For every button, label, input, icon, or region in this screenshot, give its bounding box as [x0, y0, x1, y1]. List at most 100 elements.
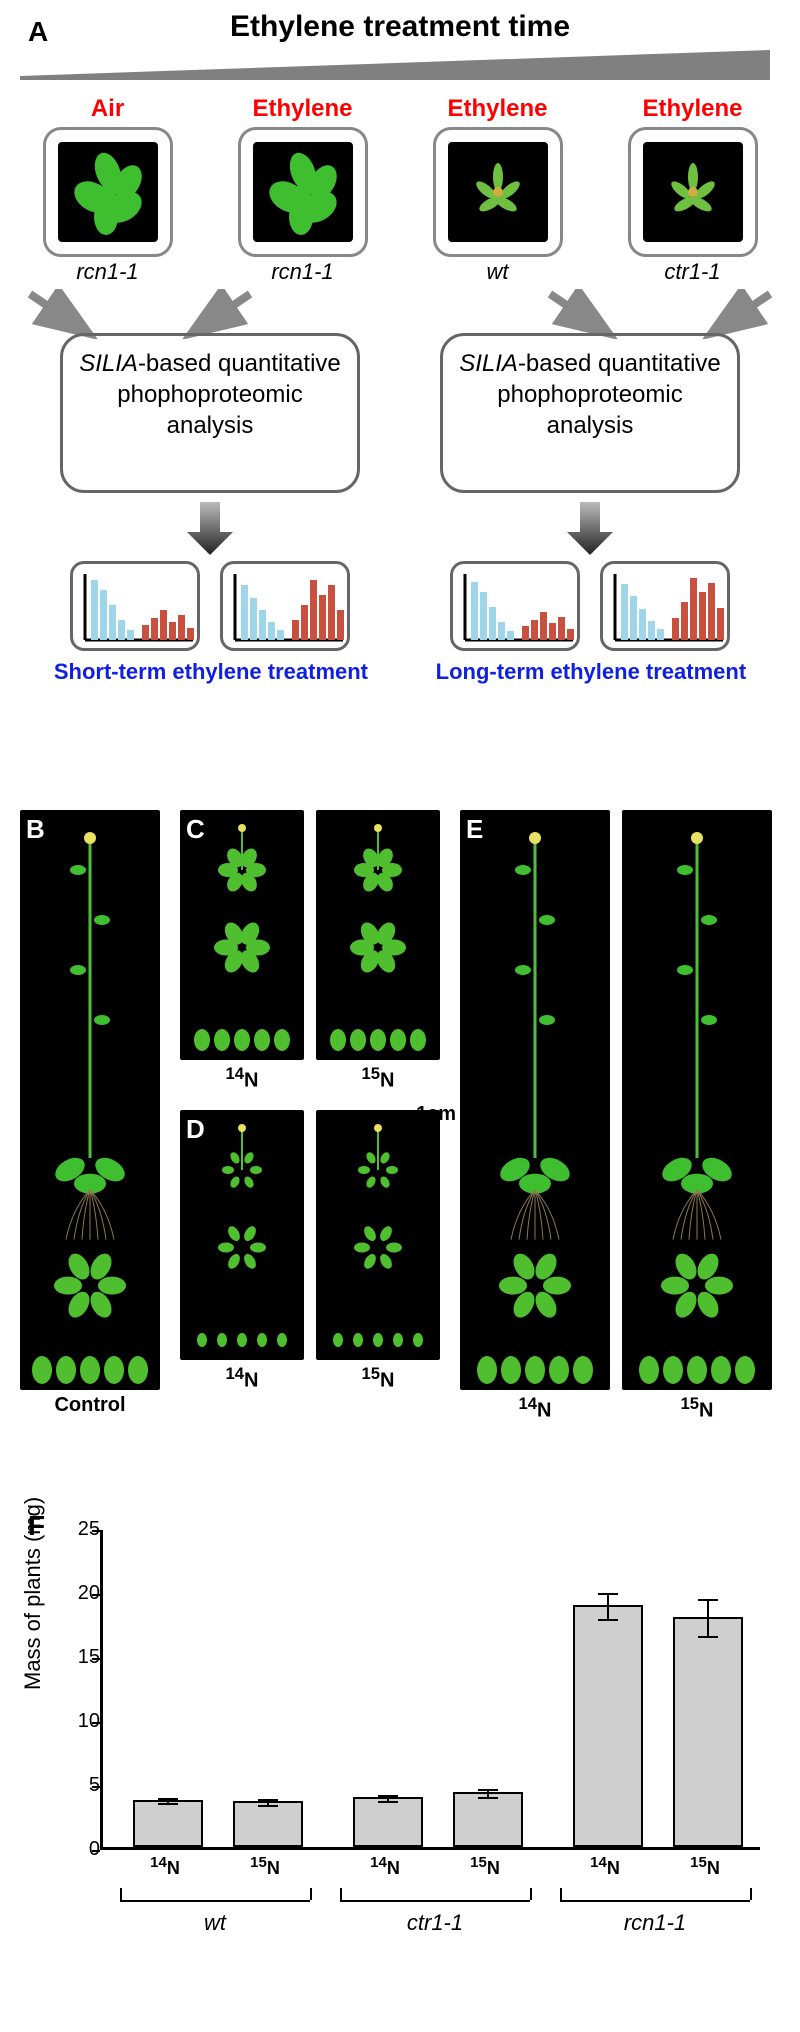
panel-d: D 14N 15N	[180, 1110, 440, 1393]
panel-a-title: Ethylene treatment time	[20, 10, 780, 44]
panel-e: E 14N 15N	[460, 810, 780, 1423]
ytick-mark	[92, 1594, 100, 1596]
mini-chart-icon	[609, 570, 727, 646]
term-label-long: Long-term ethylene treatment	[436, 659, 747, 685]
result-pair-left	[70, 561, 350, 651]
time-wedge-icon	[20, 50, 770, 80]
plant-tile	[238, 127, 368, 257]
analysis-row: SILIA-based quantitative phophoproteomic…	[20, 333, 780, 493]
condition-label: Air	[33, 95, 183, 123]
panel-b-under: Control	[20, 1394, 160, 1417]
group-bracket	[560, 1900, 750, 1902]
arrow-down-icon	[565, 497, 615, 557]
panel-d-photo-15n	[316, 1110, 440, 1360]
rosette-icon	[58, 142, 158, 242]
group-label: ctr1-1	[385, 1910, 485, 1936]
plant-thumbnail	[253, 142, 353, 242]
plant-thumbnail	[448, 142, 548, 242]
mini-chart-icon	[229, 570, 347, 646]
sample-tile: Ethylene rcn1-1	[228, 95, 378, 285]
rosette-icon	[253, 142, 353, 242]
plant-tile	[433, 127, 563, 257]
analysis-box-left: SILIA-based quantitative phophoproteomic…	[60, 333, 360, 493]
panel-d-photo-14n: D	[180, 1110, 304, 1360]
panel-c-under-14n: 14N	[180, 1064, 304, 1093]
xtick-label: 14N	[570, 1854, 640, 1879]
ytick-mark	[92, 1530, 100, 1532]
group-label: wt	[165, 1910, 265, 1936]
plant-thumbnail	[643, 142, 743, 242]
term-label-short: Short-term ethylene treatment	[54, 659, 368, 685]
result-box	[600, 561, 730, 651]
plant-photo-icon	[20, 810, 160, 1390]
genotype-label: rcn1-1	[33, 259, 183, 285]
result-box	[450, 561, 580, 651]
panel-c-under-15n: 15N	[316, 1064, 440, 1093]
plant-tile	[628, 127, 758, 257]
genotype-label: ctr1-1	[618, 259, 768, 285]
analysis-prefix: SILIA	[459, 350, 518, 377]
mini-chart-icon	[79, 570, 197, 646]
figure-root: A Ethylene treatment time Airrcn1-1Ethyl…	[0, 0, 800, 1960]
bar	[453, 1792, 523, 1847]
genotype-label: wt	[423, 259, 573, 285]
genotype-label: rcn1-1	[228, 259, 378, 285]
samples-row: Airrcn1-1Ethylenercn1-1EthylenewtEthylen…	[20, 95, 780, 285]
sample-tile: Ethylene wt	[423, 95, 573, 285]
panel-a: A Ethylene treatment time Airrcn1-1Ethyl…	[20, 10, 780, 810]
arrow-icon	[540, 289, 620, 339]
group-bracket	[340, 1900, 530, 1902]
plant-photo-icon	[460, 810, 610, 1390]
panels-b-e: B Control C 14N 15N	[20, 810, 780, 1490]
arrow-icon	[180, 289, 260, 339]
panel-b-photo: B	[20, 810, 160, 1390]
ytick-mark	[92, 1722, 100, 1724]
arrow-icon	[700, 289, 780, 339]
mini-chart-icon	[459, 570, 577, 646]
down-arrows	[20, 497, 780, 557]
arrow-icon	[20, 289, 100, 339]
group-bracket-tick	[340, 1888, 342, 1900]
condition-label: Ethylene	[228, 95, 378, 123]
bar	[133, 1800, 203, 1847]
plant-photo-icon	[180, 1110, 304, 1360]
rosette-icon	[448, 142, 548, 242]
panel-a-label: A	[28, 16, 48, 48]
xtick-label: 14N	[350, 1854, 420, 1879]
sample-tile: Air rcn1-1	[33, 95, 183, 285]
panel-e-under-14n: 14N	[460, 1394, 610, 1423]
group-bracket	[120, 1900, 310, 1902]
xtick-label: 15N	[450, 1854, 520, 1879]
group-bracket-tick	[750, 1888, 752, 1900]
group-bracket-tick	[310, 1888, 312, 1900]
panel-c-photo-15n	[316, 810, 440, 1060]
condition-label: Ethylene	[423, 95, 573, 123]
ytick-mark	[92, 1658, 100, 1660]
sample-tile: Ethylenectr1-1	[618, 95, 768, 285]
plant-photo-icon	[316, 1110, 440, 1360]
bar	[673, 1617, 743, 1847]
plant-photo-icon	[180, 810, 304, 1060]
xtick-label: 15N	[670, 1854, 740, 1879]
panel-b: B Control	[20, 810, 160, 1417]
plant-photo-icon	[316, 810, 440, 1060]
panel-b-label: B	[26, 814, 45, 845]
group-label: rcn1-1	[605, 1910, 705, 1936]
arrow-down-icon	[185, 497, 235, 557]
panel-e-photo-14n: E	[460, 810, 610, 1390]
group-bracket-tick	[120, 1888, 122, 1900]
panel-f-ylabel: Mass of plants (mg)	[20, 1497, 46, 1690]
ytick-mark	[92, 1786, 100, 1788]
xtick-label: 15N	[230, 1854, 300, 1879]
group-bracket-tick	[560, 1888, 562, 1900]
panel-e-label: E	[466, 814, 483, 845]
plant-thumbnail	[58, 142, 158, 242]
xtick-label: 14N	[130, 1854, 200, 1879]
analysis-prefix: SILIA	[79, 350, 138, 377]
result-box	[220, 561, 350, 651]
term-labels: Short-term ethylene treatment Long-term …	[20, 659, 780, 685]
panel-c: C 14N 15N	[180, 810, 440, 1093]
result-box	[70, 561, 200, 651]
panel-d-label: D	[186, 1114, 205, 1145]
panel-d-under-15n: 15N	[316, 1364, 440, 1393]
